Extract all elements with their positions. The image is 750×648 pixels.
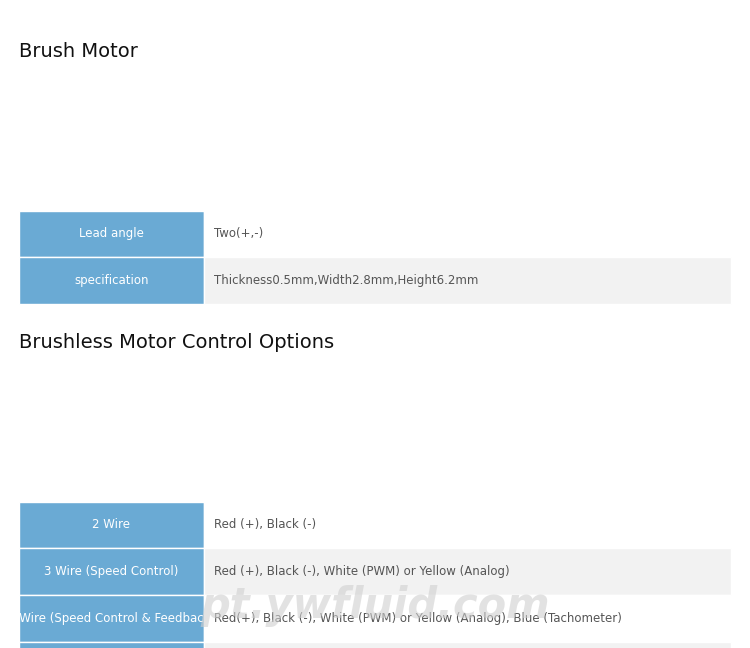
Text: 2 Wire: 2 Wire (92, 518, 130, 531)
Text: 3 Wire (Speed Control): 3 Wire (Speed Control) (44, 565, 178, 578)
FancyBboxPatch shape (204, 642, 731, 648)
Text: Two(+,-): Two(+,-) (214, 227, 263, 240)
Text: Red (+), Black (-): Red (+), Black (-) (214, 518, 316, 531)
FancyBboxPatch shape (19, 502, 204, 548)
FancyBboxPatch shape (204, 595, 731, 642)
Text: Red (+), Black (-), White (PWM) or Yellow (Analog): Red (+), Black (-), White (PWM) or Yello… (214, 565, 509, 578)
FancyBboxPatch shape (19, 211, 204, 257)
Text: Brush Motor: Brush Motor (19, 42, 138, 61)
FancyBboxPatch shape (19, 257, 204, 304)
Text: Brushless Motor Control Options: Brushless Motor Control Options (19, 333, 334, 352)
Text: pt.ywfluid.com: pt.ywfluid.com (200, 585, 550, 627)
FancyBboxPatch shape (204, 502, 731, 548)
FancyBboxPatch shape (19, 642, 204, 648)
FancyBboxPatch shape (204, 548, 731, 595)
Text: Lead angle: Lead angle (79, 227, 144, 240)
FancyBboxPatch shape (204, 257, 731, 304)
Text: 4 Wire (Speed Control & Feedback): 4 Wire (Speed Control & Feedback) (8, 612, 215, 625)
Text: Red(+), Black (-), White (PWM) or Yellow (Analog), Blue (Tachometer): Red(+), Black (-), White (PWM) or Yellow… (214, 612, 622, 625)
FancyBboxPatch shape (19, 595, 204, 642)
FancyBboxPatch shape (19, 548, 204, 595)
FancyBboxPatch shape (204, 211, 731, 257)
Text: Thickness0.5mm,Width2.8mm,Height6.2mm: Thickness0.5mm,Width2.8mm,Height6.2mm (214, 274, 478, 287)
Text: specification: specification (74, 274, 148, 287)
